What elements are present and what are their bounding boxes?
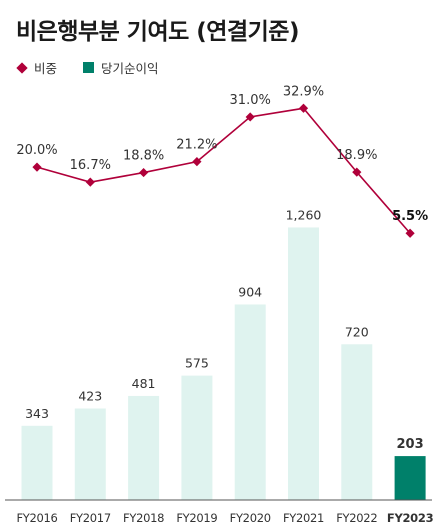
bar-value-label-FY2021: 1,260 (286, 207, 322, 222)
x-tick-label-FY2016: FY2016 (16, 511, 57, 525)
x-tick-label-FY2019: FY2019 (176, 511, 217, 525)
bar-FY2022 (341, 344, 373, 500)
bar-value-label-FY2019: 575 (185, 356, 209, 371)
bar-FY2020 (234, 304, 266, 500)
bar-value-label-FY2022: 720 (345, 324, 369, 339)
bar-value-label-FY2017: 423 (78, 389, 102, 404)
ratio-value-label-FY2020: 31.0% (230, 93, 271, 108)
ratio-value-label-FY2018: 18.8% (123, 149, 164, 164)
ratio-value-label-FY2021: 32.9% (283, 84, 324, 99)
ratio-point-FY2019 (192, 157, 202, 167)
x-tick-label-FY2017: FY2017 (70, 511, 111, 525)
ratio-point-FY2020 (245, 112, 255, 122)
x-tick-label-FY2020: FY2020 (230, 511, 271, 525)
x-tick-label-FY2021: FY2021 (283, 511, 324, 525)
x-tick-label-FY2022: FY2022 (336, 511, 377, 525)
bar-value-label-FY2016: 343 (25, 406, 49, 421)
bar-FY2016 (21, 425, 53, 500)
ratio-point-FY2016 (32, 162, 42, 172)
legend-label-ratio: 비중 (34, 61, 58, 76)
bar-FY2018 (128, 395, 160, 500)
legend: 비중 당기순이익 (16, 58, 185, 77)
bar-value-label-FY2023: 203 (397, 437, 424, 452)
ratio-point-FY2018 (139, 167, 149, 178)
x-tick-label-FY2018: FY2018 (123, 511, 164, 525)
chart-title: 비은행부분 기여도 (연결기준) (16, 19, 299, 45)
bar-FY2017 (74, 408, 106, 500)
ratio-point-FY2022 (352, 167, 362, 177)
square-marker-icon (83, 62, 95, 73)
x-tick-label-FY2023: FY2023 (387, 511, 434, 525)
bar-FY2023 (394, 456, 426, 500)
ratio-value-label-FY2017: 16.7% (70, 158, 111, 173)
ratio-point-FY2023 (405, 228, 415, 238)
bar-FY2021 (288, 227, 319, 500)
bar-FY2019 (181, 375, 213, 500)
legend-item-ratio: 비중 (16, 58, 58, 77)
ratio-point-FY2021 (298, 103, 309, 113)
ratio-value-label-FY2019: 21.2% (176, 138, 217, 153)
ratio-value-label-FY2022: 18.9% (336, 148, 377, 163)
bar-value-label-FY2020: 904 (238, 284, 262, 299)
ratio-point-FY2017 (85, 177, 95, 187)
legend-label-net-income: 당기순이익 (101, 61, 159, 76)
legend-item-net-income: 당기순이익 (83, 58, 159, 77)
bar-value-label-FY2018: 481 (132, 376, 156, 391)
ratio-value-label-FY2023: 5.5% (392, 209, 428, 224)
ratio-line (36, 107, 411, 234)
ratio-value-label-FY2016: 20.0% (16, 143, 57, 158)
